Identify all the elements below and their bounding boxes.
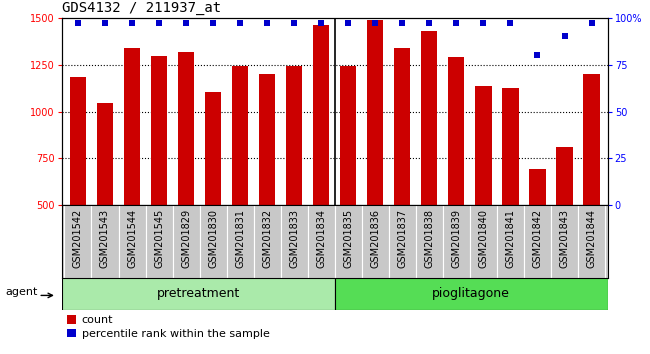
Text: GSM201836: GSM201836: [370, 209, 380, 268]
Bar: [367, 19, 383, 205]
Text: GSM201841: GSM201841: [506, 209, 515, 268]
Point: [316, 21, 326, 26]
Bar: [551, 205, 578, 278]
Text: GSM201839: GSM201839: [451, 209, 462, 268]
Text: GDS4132 / 211937_at: GDS4132 / 211937_at: [62, 1, 221, 15]
Bar: [335, 205, 362, 278]
Bar: [200, 205, 227, 278]
Text: GSM201830: GSM201830: [208, 209, 218, 268]
Point: [532, 52, 543, 58]
Point: [424, 21, 435, 26]
Bar: [470, 205, 497, 278]
Text: pioglitagone: pioglitagone: [432, 287, 510, 300]
Point: [208, 21, 218, 26]
Point: [397, 21, 408, 26]
Bar: [172, 205, 200, 278]
Bar: [524, 205, 551, 278]
Bar: [118, 205, 146, 278]
Bar: [178, 52, 194, 205]
Point: [343, 21, 354, 26]
Bar: [475, 86, 491, 205]
Bar: [232, 67, 248, 205]
Bar: [497, 205, 524, 278]
Point: [235, 21, 245, 26]
Text: GSM201544: GSM201544: [127, 209, 137, 268]
Point: [127, 21, 137, 26]
Text: agent: agent: [5, 287, 37, 297]
Bar: [448, 57, 465, 205]
Bar: [259, 74, 276, 205]
Bar: [556, 147, 573, 205]
Bar: [64, 205, 92, 278]
Bar: [227, 205, 254, 278]
Text: GSM201542: GSM201542: [73, 209, 83, 268]
Bar: [281, 205, 307, 278]
Text: GSM201543: GSM201543: [100, 209, 110, 268]
Bar: [307, 205, 335, 278]
Point: [370, 21, 380, 26]
Point: [478, 21, 489, 26]
Text: GSM201838: GSM201838: [424, 209, 434, 268]
Text: GSM201843: GSM201843: [560, 209, 569, 268]
Bar: [340, 65, 356, 205]
Bar: [578, 205, 605, 278]
Bar: [389, 205, 416, 278]
Bar: [254, 205, 281, 278]
Bar: [62, 278, 335, 310]
Bar: [416, 205, 443, 278]
Text: GSM201842: GSM201842: [532, 209, 543, 268]
Text: GSM201837: GSM201837: [397, 209, 408, 268]
Bar: [286, 67, 302, 205]
Point: [181, 21, 191, 26]
Point: [73, 21, 83, 26]
Text: GSM201545: GSM201545: [154, 209, 164, 268]
Point: [586, 21, 597, 26]
Point: [154, 21, 164, 26]
Text: GSM201835: GSM201835: [343, 209, 353, 268]
Text: GSM201832: GSM201832: [262, 209, 272, 268]
Bar: [151, 56, 167, 205]
Bar: [70, 77, 86, 205]
Point: [559, 34, 569, 39]
Point: [289, 21, 300, 26]
Text: GSM201833: GSM201833: [289, 209, 299, 268]
Bar: [502, 88, 519, 205]
Bar: [529, 169, 545, 205]
Point: [100, 21, 110, 26]
Text: GSM201840: GSM201840: [478, 209, 488, 268]
Bar: [97, 103, 113, 205]
Bar: [205, 92, 221, 205]
Bar: [443, 205, 470, 278]
Point: [451, 21, 462, 26]
Bar: [362, 205, 389, 278]
Text: pretreatment: pretreatment: [157, 287, 240, 300]
Point: [505, 21, 515, 26]
Text: GSM201844: GSM201844: [586, 209, 597, 268]
Legend: count, percentile rank within the sample: count, percentile rank within the sample: [68, 315, 270, 339]
Bar: [421, 31, 437, 205]
Text: GSM201834: GSM201834: [317, 209, 326, 268]
Bar: [335, 278, 608, 310]
Bar: [313, 25, 330, 205]
Bar: [146, 205, 172, 278]
Text: GSM201831: GSM201831: [235, 209, 245, 268]
Bar: [394, 48, 410, 205]
Text: GSM201829: GSM201829: [181, 209, 191, 268]
Point: [262, 21, 272, 26]
Bar: [124, 48, 140, 205]
Bar: [584, 74, 600, 205]
Bar: [92, 205, 118, 278]
